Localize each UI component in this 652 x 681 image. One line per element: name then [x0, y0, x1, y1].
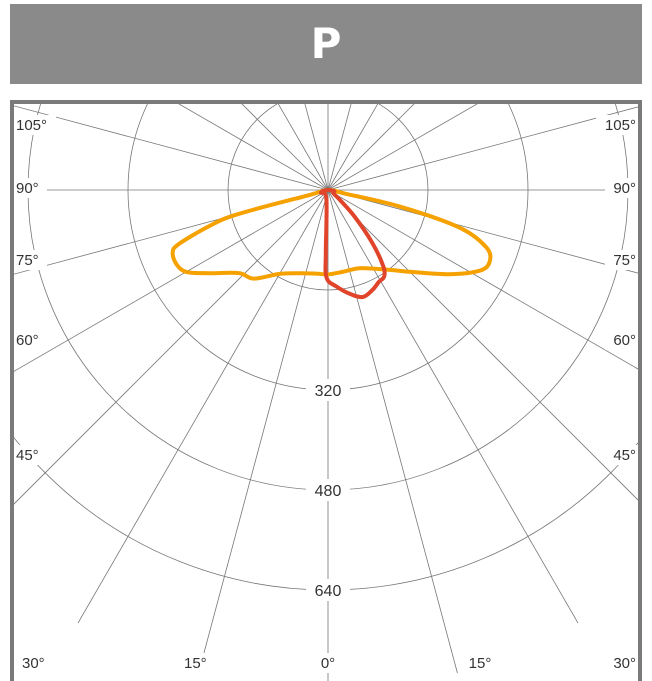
angle-tick-label: 45°: [16, 447, 39, 464]
angle-label-bg: [20, 653, 53, 673]
angle-tick-label: 90°: [613, 180, 636, 197]
angle-label-bg: [605, 445, 638, 465]
grid-spoke: [327, 104, 379, 191]
angle-label-bg: [463, 653, 497, 673]
grid-spoke: [327, 189, 638, 370]
angle-tick-label: 30°: [613, 655, 636, 672]
grid-spoke: [14, 189, 329, 372]
chart-title: P: [310, 19, 342, 68]
angle-label-bg: [596, 115, 638, 135]
grid-spoke: [178, 104, 329, 191]
chart-header: P: [10, 4, 642, 84]
radial-label-bg: [306, 579, 350, 601]
radial-tick-label: 320: [315, 383, 342, 400]
angle-tick-label: 45°: [613, 447, 636, 464]
angle-center-label: 0°: [321, 655, 335, 672]
series-red-curve: [319, 187, 387, 300]
angle-label-bg: [605, 178, 638, 198]
grid-spoke: [198, 189, 329, 674]
radial-tick-label: 640: [315, 583, 342, 600]
grid-spoke: [327, 189, 638, 501]
angle-label-bg: [14, 115, 56, 135]
angle-tick-label: 15°: [184, 655, 207, 672]
angle-tick-label: 60°: [16, 332, 39, 349]
angle-tick-label: 30°: [22, 655, 45, 672]
grid-spoke: [327, 106, 638, 191]
grid-circle: [14, 437, 638, 591]
angle-label-bg: [605, 250, 638, 270]
angle-label-bg: [182, 653, 215, 673]
grid-spoke: [327, 104, 352, 191]
angle-tick-label: 105°: [605, 117, 636, 134]
grid-spoke: [327, 104, 478, 191]
series-layer: [170, 187, 493, 300]
grid-spoke: [327, 189, 638, 274]
angle-label-bg: [605, 653, 638, 673]
angle-tick-label: 75°: [16, 252, 39, 269]
radial-label-bg: [306, 379, 350, 401]
angle-tick-label: 90°: [16, 180, 39, 197]
radial-tick-label: 480: [315, 483, 342, 500]
angle-tick-label: 15°: [469, 655, 492, 672]
polar-plot-area: 320 480 640 105° 90° 75° 60° 45° 30° 15° 105° 90° 75…: [10, 100, 642, 681]
polar-chart: 320 480 640 105° 90° 75° 60° 45° 30° 15° 105° 90° 75…: [14, 104, 638, 681]
grid-spoke: [241, 104, 329, 191]
grid-spoke: [277, 104, 329, 191]
angle-label-bg: [14, 445, 47, 465]
grid-spoke: [14, 189, 329, 505]
grid-spoke: [327, 104, 415, 191]
grid-spoke: [327, 189, 579, 624]
label-layer: 320 480 640 105° 90° 75° 60° 45° 30° 15° 105° 90° 75…: [14, 115, 638, 673]
angle-tick-label: 105°: [16, 117, 47, 134]
grid-spoke: [304, 104, 329, 191]
grid-spoke: [14, 189, 329, 275]
grid-spoke: [77, 189, 329, 624]
angle-label-bg: [605, 330, 638, 350]
angle-label-bg: [316, 653, 340, 673]
angle-tick-label: 75°: [613, 252, 636, 269]
angle-tick-label: 60°: [613, 332, 636, 349]
angle-label-bg: [14, 330, 47, 350]
angle-label-bg: [14, 250, 47, 270]
angle-label-bg: [14, 178, 47, 198]
radial-label-bg: [306, 479, 350, 501]
grid-spoke: [14, 105, 329, 191]
series-orange-curve: [170, 187, 493, 281]
